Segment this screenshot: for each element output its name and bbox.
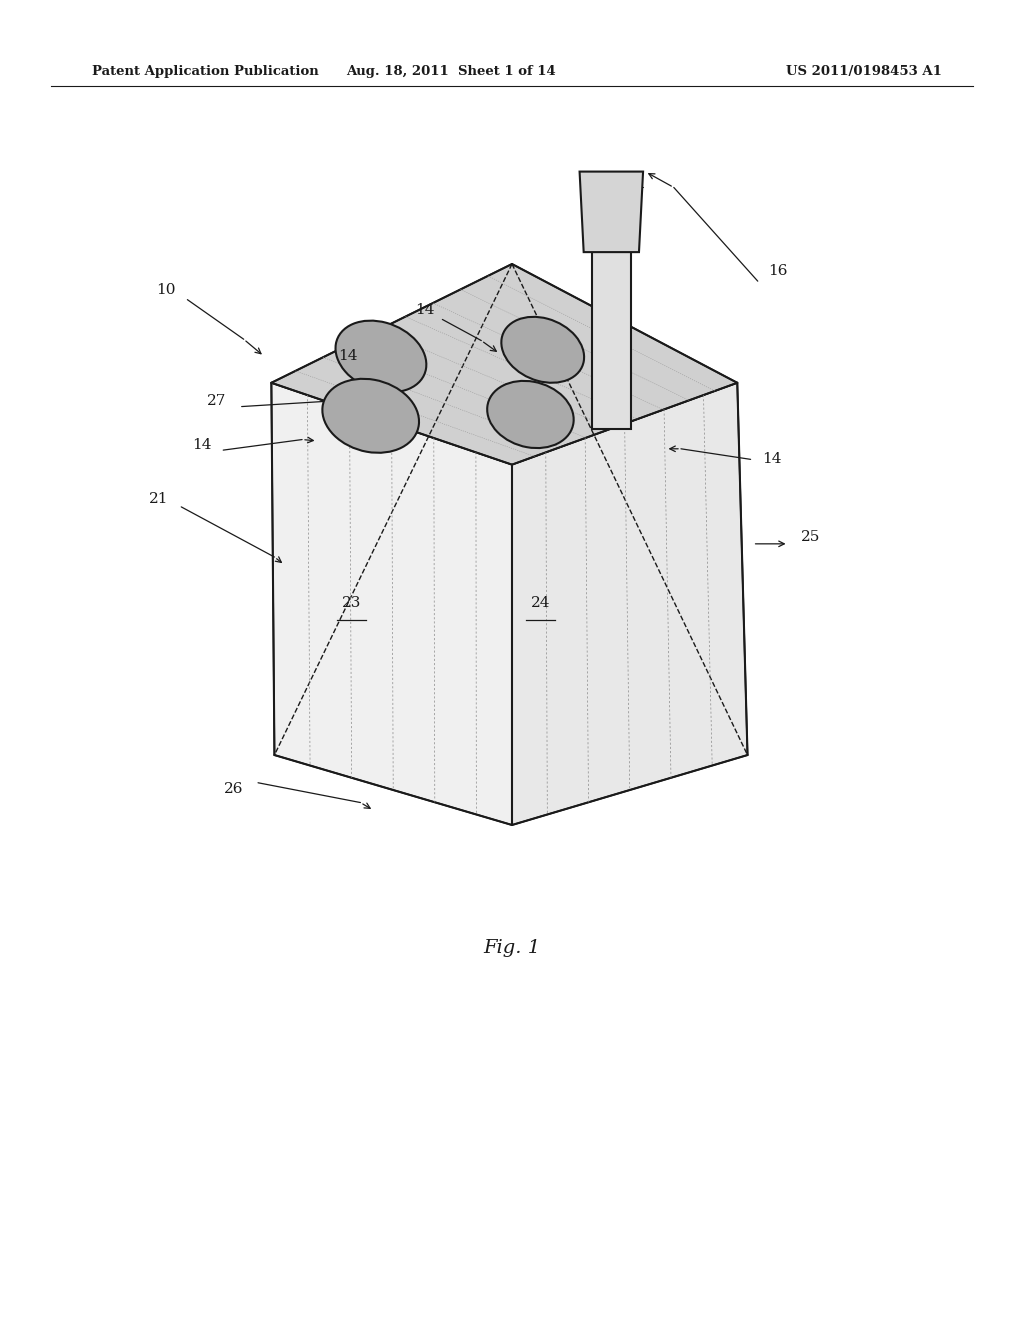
Text: 10: 10 bbox=[156, 284, 176, 297]
Ellipse shape bbox=[336, 321, 426, 392]
Text: 14: 14 bbox=[191, 438, 212, 451]
Text: 26: 26 bbox=[223, 783, 244, 796]
Text: 21: 21 bbox=[148, 492, 169, 506]
Text: 14: 14 bbox=[415, 304, 435, 317]
Ellipse shape bbox=[323, 379, 419, 453]
Text: Aug. 18, 2011  Sheet 1 of 14: Aug. 18, 2011 Sheet 1 of 14 bbox=[346, 65, 555, 78]
Ellipse shape bbox=[502, 317, 584, 383]
Polygon shape bbox=[512, 383, 748, 825]
Polygon shape bbox=[271, 264, 737, 465]
Text: 24: 24 bbox=[530, 597, 551, 610]
Polygon shape bbox=[592, 248, 631, 429]
Ellipse shape bbox=[487, 381, 573, 447]
Text: 23: 23 bbox=[342, 597, 360, 610]
Polygon shape bbox=[271, 383, 512, 825]
Text: Fig. 1: Fig. 1 bbox=[483, 939, 541, 957]
Text: 27: 27 bbox=[208, 395, 226, 408]
Text: 16: 16 bbox=[768, 264, 788, 277]
Text: 25: 25 bbox=[802, 531, 820, 544]
Text: Patent Application Publication: Patent Application Publication bbox=[92, 65, 318, 78]
Text: US 2011/0198453 A1: US 2011/0198453 A1 bbox=[786, 65, 942, 78]
Polygon shape bbox=[580, 172, 643, 252]
Text: 14: 14 bbox=[762, 453, 782, 466]
Text: 14: 14 bbox=[338, 350, 358, 363]
